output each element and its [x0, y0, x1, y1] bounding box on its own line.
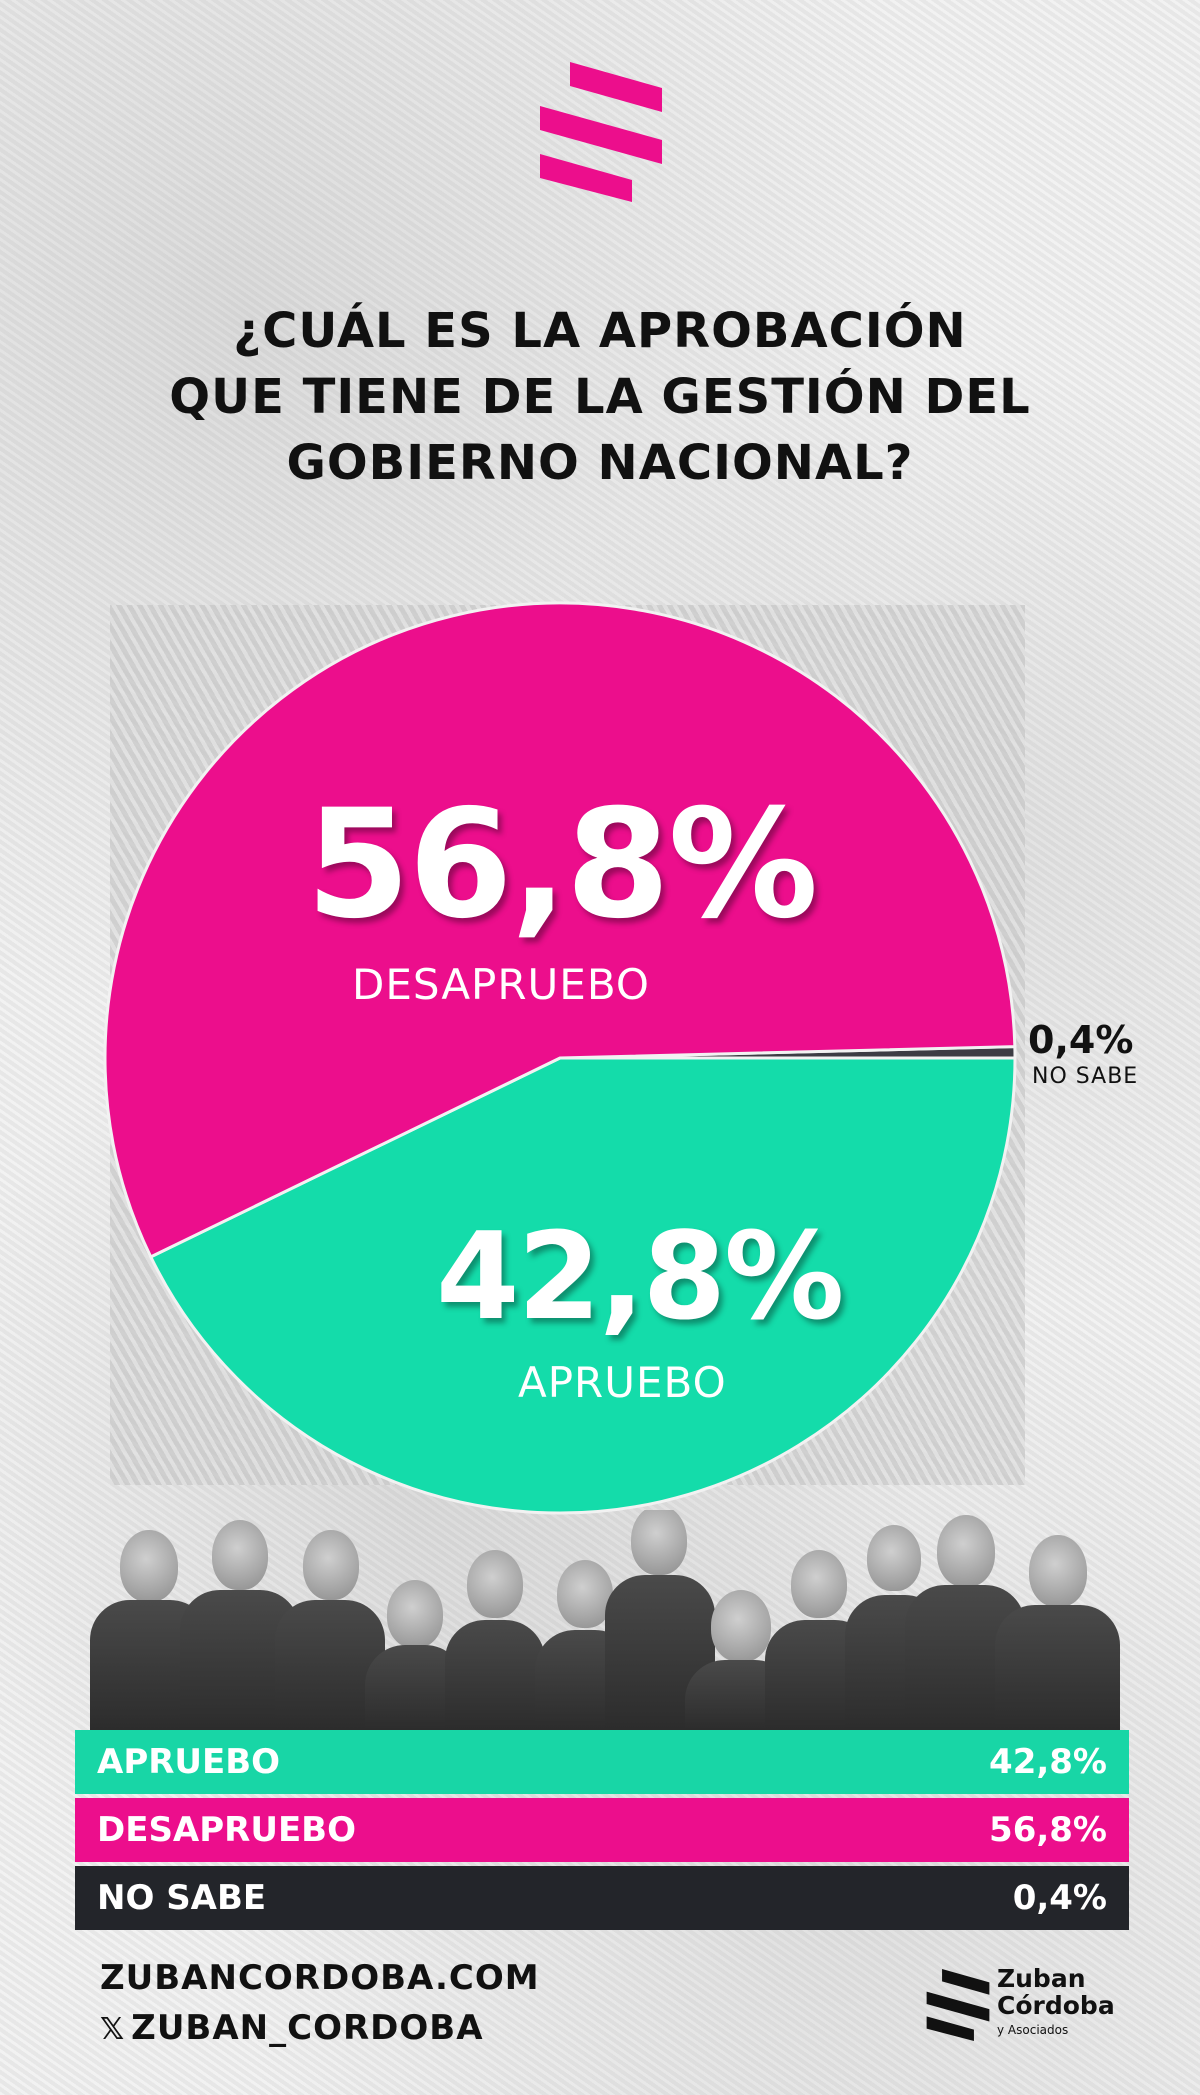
- page-title: ¿CUÁL ES LA APROBACIÓN QUE TIENE DE LA G…: [0, 298, 1200, 496]
- brand-name-line-2: Córdoba: [997, 1991, 1115, 2020]
- table-row-apruebo: APRUEBO 42,8%: [75, 1730, 1129, 1794]
- desapruebo-percent-label: 56,8%: [306, 778, 818, 952]
- table-row-no-sabe: NO SABE 0,4%: [75, 1866, 1129, 1930]
- results-table: APRUEBO 42,8% DESAPRUEBO 56,8% NO SABE 0…: [75, 1730, 1129, 1934]
- title-line-1: ¿CUÁL ES LA APROBACIÓN: [233, 303, 967, 359]
- person-figure: [605, 1510, 715, 1730]
- apruebo-category-label: APRUEBO: [518, 1358, 727, 1407]
- row-label: NO SABE: [97, 1878, 267, 1918]
- desapruebo-category-label: DESAPRUEBO: [352, 960, 650, 1009]
- row-label: APRUEBO: [97, 1742, 281, 1782]
- pie-slice-desapruebo: [103, 601, 1017, 1259]
- no-sabe-percent-label: 0,4%: [1028, 1018, 1134, 1062]
- government-group-photo: [75, 1510, 1125, 1730]
- x-handle-link[interactable]: 𝕏 ZUBAN_CORDOBA: [100, 2008, 484, 2048]
- person-figure: [445, 1550, 545, 1730]
- brand-logo-icon: [540, 62, 662, 202]
- row-value: 56,8%: [989, 1810, 1107, 1850]
- website-link[interactable]: ZUBANCORDOBA.COM: [100, 1958, 540, 1998]
- title-line-2: QUE TIENE DE LA GESTIÓN DEL: [169, 369, 1031, 425]
- title-line-3: GOBIERNO NACIONAL?: [286, 435, 914, 491]
- brand-name: Zuban Córdoba: [997, 1965, 1115, 2019]
- no-sabe-category-label: NO SABE: [1032, 1064, 1139, 1089]
- row-label: DESAPRUEBO: [97, 1810, 357, 1850]
- row-value: 42,8%: [989, 1742, 1107, 1782]
- brand-subtitle: y Asociados: [997, 2023, 1069, 2037]
- brand-name-line-1: Zuban: [997, 1964, 1086, 1993]
- person-figure: [995, 1535, 1120, 1730]
- row-value: 0,4%: [1012, 1878, 1107, 1918]
- pie-slice-apruebo: [148, 1056, 1017, 1515]
- table-row-desapruebo: DESAPRUEBO 56,8%: [75, 1798, 1129, 1862]
- brand-mark-icon: [926, 1969, 990, 2041]
- x-logo-icon: 𝕏: [100, 2012, 126, 2047]
- x-handle-text: ZUBAN_CORDOBA: [131, 2008, 484, 2048]
- brand-footer-logo: Zuban Córdoba y Asociados: [925, 1965, 1115, 2047]
- apruebo-percent-label: 42,8%: [436, 1208, 844, 1347]
